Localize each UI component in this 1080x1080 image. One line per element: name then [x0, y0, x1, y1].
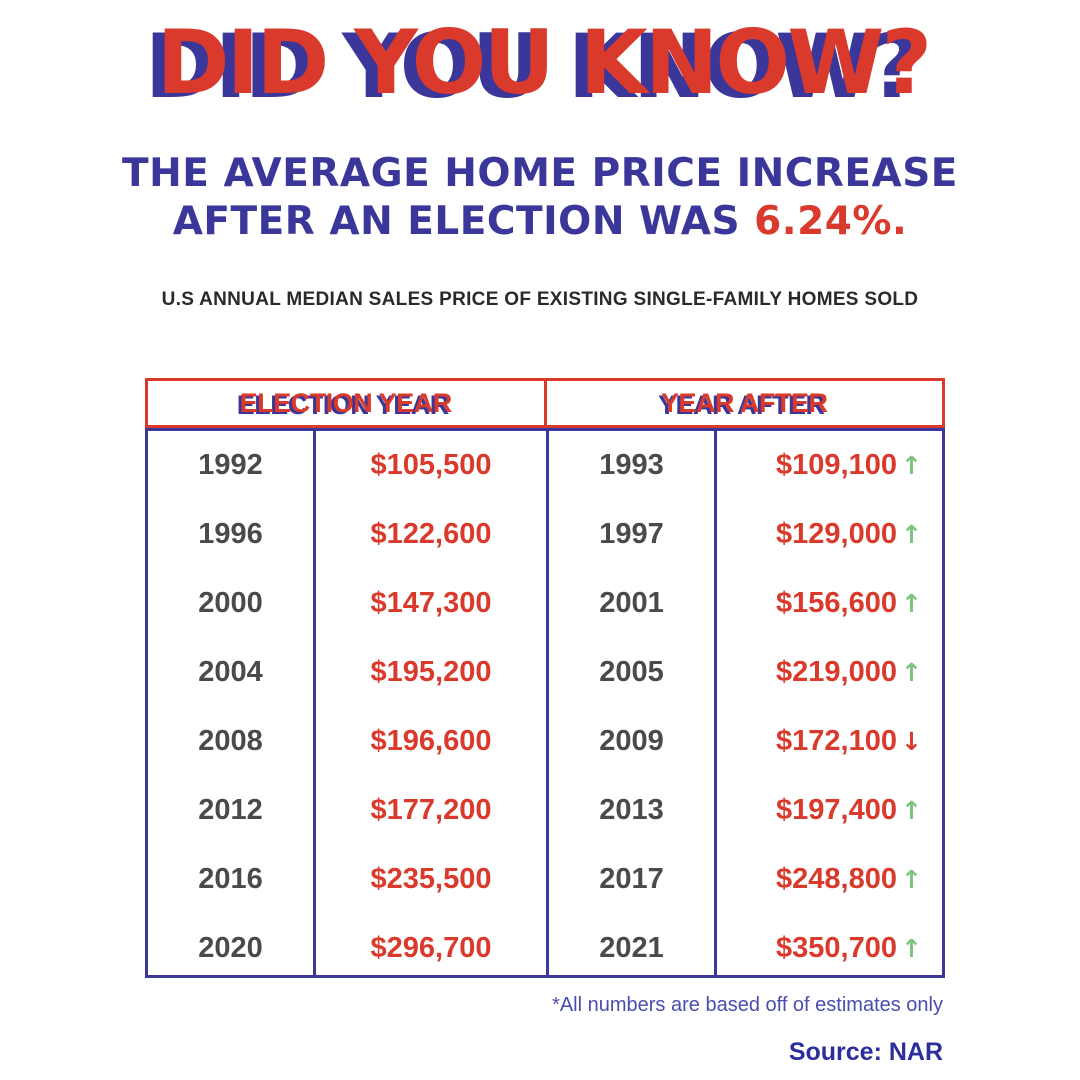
after-price-cell: $156,600 ↑: [717, 569, 942, 638]
after-year-cell: 2001: [599, 587, 664, 619]
election-price-cell: $195,200: [370, 656, 492, 688]
election-year-cell: 2020: [198, 932, 263, 964]
after-price-cell: $350,700 ↑: [717, 914, 942, 983]
after-price-value: $109,100: [776, 449, 897, 481]
after-year-cell: 2009: [599, 725, 664, 757]
election-year-cell: 2012: [198, 794, 263, 826]
after-price-value: $156,600: [776, 587, 897, 619]
arrow-up-icon: ↑: [901, 658, 922, 687]
column-divider: [313, 431, 316, 975]
election-price-cell: $105,500: [370, 449, 492, 481]
after-price-cell: $172,100 ↓: [717, 707, 942, 776]
table-row: 2000 $147,300 2001 $156,600 ↑: [148, 569, 942, 638]
subheadline-line-1: THE AVERAGE HOME PRICE INCREASE: [122, 151, 958, 196]
after-price-value: $172,100: [776, 725, 897, 757]
table-row: 2012 $177,200 2013 $197,400 ↑: [148, 776, 942, 845]
subheadline-line-2-text: AFTER AN ELECTION WAS: [172, 199, 755, 244]
subheadline: THE AVERAGE HOME PRICE INCREASE AFTER AN…: [0, 150, 1080, 246]
after-price-cell: $129,000 ↑: [717, 500, 942, 569]
election-price-cell: $177,200: [370, 794, 492, 826]
election-price-cell: $196,600: [370, 725, 492, 757]
election-year-cell: 2008: [198, 725, 263, 757]
subheadline-line-2: AFTER AN ELECTION WAS 6.24%.: [0, 198, 1080, 246]
header-election-year-shadow: ELECTION YEAR: [236, 389, 450, 420]
after-price-value: $350,700: [776, 932, 897, 964]
arrow-up-icon: ↑: [901, 934, 922, 963]
headline-shadow: DID YOU KNOW?: [144, 15, 921, 118]
election-year-cell: 2000: [198, 587, 263, 619]
election-year-cell: 1992: [198, 449, 263, 481]
after-year-cell: 1997: [599, 518, 664, 550]
headline: DID YOU KNOW? DID YOU KNOW?: [0, 8, 1080, 128]
after-year-cell: 1993: [599, 449, 664, 481]
header-year-after-label: YEAR AFTER: [660, 387, 828, 418]
arrow-down-icon: ↓: [901, 727, 922, 756]
header-year-after-shadow: YEAR AFTER: [657, 389, 825, 420]
arrow-up-icon: ↑: [901, 451, 922, 480]
after-price-value: $197,400: [776, 794, 897, 826]
election-price-cell: $235,500: [370, 863, 492, 895]
after-price-value: $129,000: [776, 518, 897, 550]
arrow-up-icon: ↑: [901, 520, 922, 549]
arrow-up-icon: ↑: [901, 589, 922, 618]
election-year-cell: 1996: [198, 518, 263, 550]
table-row: 2004 $195,200 2005 $219,000 ↑: [148, 638, 942, 707]
after-price-value: $248,800: [776, 863, 897, 895]
after-price-cell: $197,400 ↑: [717, 776, 942, 845]
after-price-cell: $219,000 ↑: [717, 638, 942, 707]
arrow-up-icon: ↑: [901, 865, 922, 894]
header-election-year: ELECTION YEAR ELECTION YEAR: [148, 381, 544, 425]
table-caption: U.S ANNUAL MEDIAN SALES PRICE OF EXISTIN…: [161, 289, 919, 310]
table-row: 1992 $105,500 1993 $109,100 ↑: [148, 431, 942, 500]
column-divider: [714, 431, 717, 975]
arrow-up-icon: ↑: [901, 796, 922, 825]
table-row: 2008 $196,600 2009 $172,100 ↓: [148, 707, 942, 776]
table-row: 1996 $122,600 1997 $129,000 ↑: [148, 500, 942, 569]
table-row: 2016 $235,500 2017 $248,800 ↑: [148, 845, 942, 914]
election-year-cell: 2016: [198, 863, 263, 895]
headline-title: DID YOU KNOW?: [156, 11, 933, 114]
column-divider: [546, 431, 549, 975]
election-price-cell: $296,700: [370, 932, 492, 964]
election-year-cell: 2004: [198, 656, 263, 688]
election-price-cell: $122,600: [370, 518, 492, 550]
after-price-cell: $248,800 ↑: [717, 845, 942, 914]
after-year-cell: 2013: [599, 794, 664, 826]
source-credit: Source: NAR: [788, 1038, 943, 1066]
election-price-cell: $147,300: [370, 587, 492, 619]
header-election-year-label: ELECTION YEAR: [239, 387, 453, 418]
header-year-after: YEAR AFTER YEAR AFTER: [543, 381, 943, 425]
table-header: ELECTION YEAR ELECTION YEAR YEAR AFTER Y…: [145, 378, 945, 428]
table-row: 2020 $296,700 2021 $350,700 ↑: [148, 914, 942, 983]
after-price-cell: $109,100 ↑: [717, 431, 942, 500]
after-price-value: $219,000: [776, 656, 897, 688]
footnote: *All numbers are based off of estimates …: [552, 994, 943, 1016]
price-table: 1992 $105,500 1993 $109,100 ↑ 1996 $122,600 199…: [145, 428, 945, 978]
percentage-highlight: 6.24%.: [754, 199, 908, 244]
after-year-cell: 2017: [599, 863, 664, 895]
after-year-cell: 2021: [599, 932, 664, 964]
after-year-cell: 2005: [599, 656, 664, 688]
